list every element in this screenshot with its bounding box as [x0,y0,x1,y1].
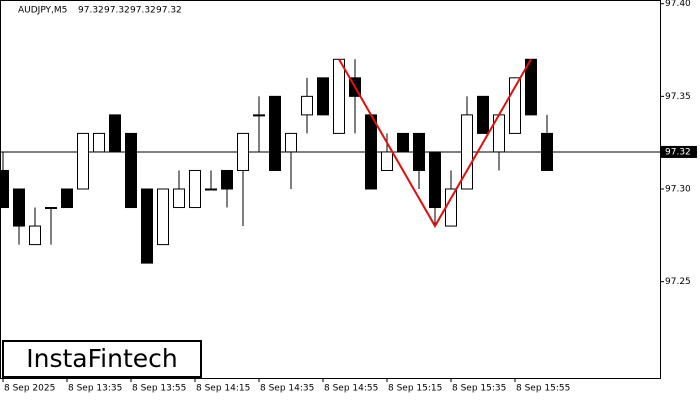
candle-body [445,188,457,227]
header-value: 97.32 [78,6,104,16]
candle-body [333,58,345,134]
candle-body [109,114,121,153]
x-tick-label: 8 Sep 14:15 [196,384,250,394]
candle-body [413,132,425,171]
candle-body [365,114,377,190]
candle-body [317,77,329,116]
symbol: AUDJPY,M5 [18,6,67,16]
candle-body [77,132,89,190]
candle-body [13,188,25,227]
candle-body [0,169,9,209]
candle-body [157,188,169,246]
x-tick-label: 8 Sep 2025 [4,384,55,394]
candle-body [477,95,489,134]
candle-body [253,114,265,117]
candle-body [189,169,201,209]
y-tick-label: 97.40 [665,0,691,9]
candle-body [301,95,313,116]
x-tick-label: 8 Sep 14:55 [324,384,378,394]
candle-body [541,132,553,171]
x-tick-label: 8 Sep 13:55 [132,384,186,394]
candle-body [221,169,233,190]
price-label: 97.32 [665,147,691,157]
candle-body [461,114,473,190]
candle-body [141,188,153,264]
candle-body [125,132,137,209]
candle-body [285,132,297,153]
candle-body [381,151,393,171]
candle-body [173,188,185,209]
header-value: 97.32 [104,6,130,16]
pattern-line [338,58,532,229]
price-label-box [661,145,697,158]
logo-box [2,340,202,378]
candle-body [397,132,409,153]
candle-body [237,132,249,171]
logo: InstaFintech [26,344,178,373]
x-tick-label: 8 Sep 13:35 [68,384,122,394]
x-tick-label: 8 Sep 15:55 [516,384,570,394]
y-tick-label: 97.35 [665,92,691,102]
candle-body [205,188,217,191]
candle-body [61,188,73,209]
candle-body [93,132,105,153]
y-tick-label: 97.30 [665,185,691,195]
candle-body [429,151,441,209]
candle-body [509,77,521,134]
candle-body [45,207,57,210]
plot-frame [0,0,661,379]
header-value: 97.32 [156,6,182,16]
x-tick-label: 8 Sep 15:15 [388,384,442,394]
candle-body [269,95,281,171]
y-tick-label: 97.25 [665,277,691,287]
x-tick-label: 8 Sep 14:35 [260,384,314,394]
candle-body [29,225,41,246]
x-tick-label: 8 Sep 15:35 [452,384,506,394]
header-value: 97.32 [130,6,156,16]
